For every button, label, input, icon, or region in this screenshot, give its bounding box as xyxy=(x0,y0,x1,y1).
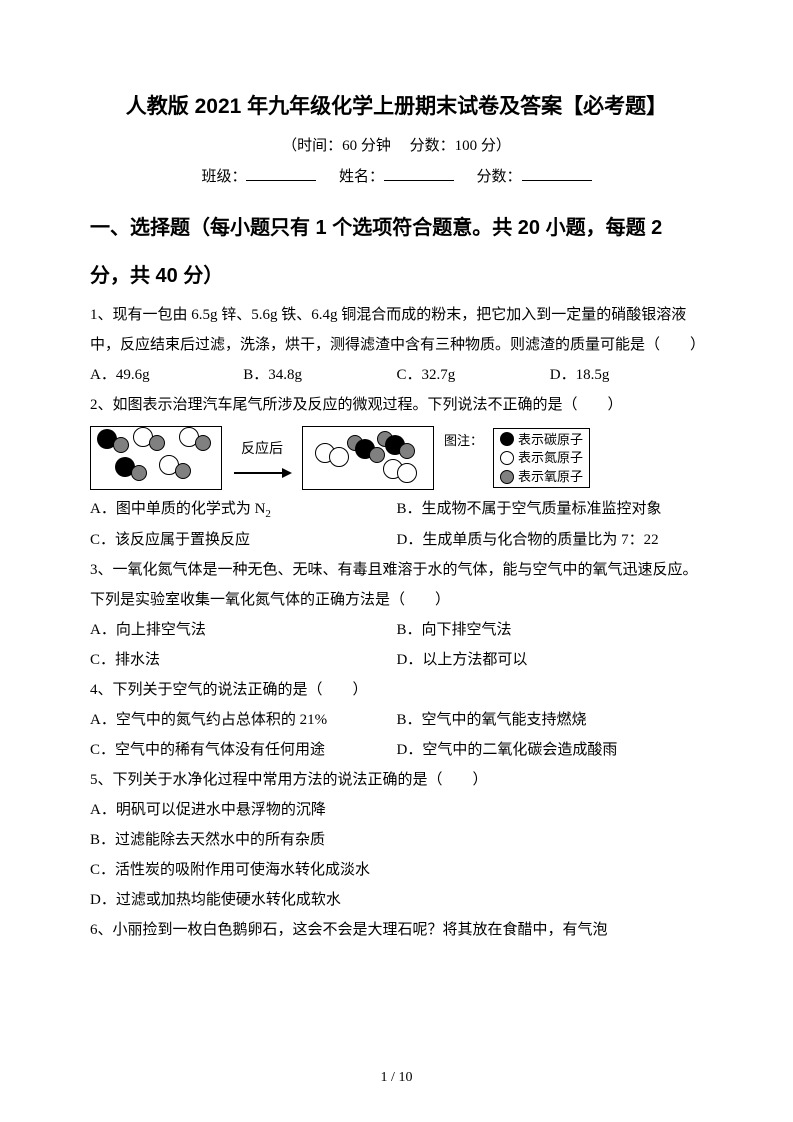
q3-b: B．向下排空气法 xyxy=(397,615,704,645)
q1-b: B．34.8g xyxy=(243,360,396,390)
q6-stem: 6、小丽捡到一枚白色鹅卵石，这会不会是大理石呢？将其放在食醋中，有气泡 xyxy=(90,915,703,945)
q1-d: D．18.5g xyxy=(550,360,703,390)
q5-a: A．明矾可以促进水中悬浮物的沉降 xyxy=(90,795,703,825)
page-total: 10 xyxy=(398,1070,412,1085)
oxygen-atom-icon xyxy=(369,447,385,463)
q3-options-row2: C．排水法 D．以上方法都可以 xyxy=(90,645,703,675)
name-line: 班级： 姓名： 分数： xyxy=(90,165,703,186)
name-label: 姓名： xyxy=(339,169,384,185)
page: 人教版 2021 年九年级化学上册期末试卷及答案【必考题】 （时间：60 分钟 … xyxy=(0,0,793,1122)
q2-stem: 2、如图表示治理汽车尾气所涉及反应的微观过程。下列说法不正确的是（ ） xyxy=(90,390,703,420)
nitrogen-atom-icon xyxy=(397,463,417,483)
oxygen-atom-icon xyxy=(399,443,415,459)
q2-b: B．生成物不属于空气质量标准监控对象 xyxy=(397,494,704,525)
q5-stem: 5、下列关于水净化过程中常用方法的说法正确的是（ ） xyxy=(90,765,703,795)
products-box xyxy=(302,426,434,490)
arrow: 反应后 xyxy=(232,436,292,480)
oxygen-atom-icon xyxy=(195,435,211,451)
q1-stem: 1、现有一包由 6.5g 锌、5.6g 铁、6.4g 铜混合而成的粉末，把它加入… xyxy=(90,300,703,360)
q4-a: A．空气中的氮气约占总体积的 21% xyxy=(90,705,397,735)
oxygen-atom-icon xyxy=(131,465,147,481)
score-label2: 分数： xyxy=(477,169,522,185)
q2-a: A．图中单质的化学式为 N2 xyxy=(90,494,397,525)
q4-c: C．空气中的稀有气体没有任何用途 xyxy=(90,735,397,765)
reaction-diagram: 反应后 图注： 表示碳原子 表示氮原子 表示氧原子 xyxy=(90,426,703,490)
legend-nitrogen: 表示氮原子 xyxy=(500,449,583,467)
nitrogen-atom-icon xyxy=(500,451,514,465)
carbon-atom-icon xyxy=(500,432,514,446)
doc-title: 人教版 2021 年九年级化学上册期末试卷及答案【必考题】 xyxy=(90,90,703,120)
q1-c: C．32.7g xyxy=(397,360,550,390)
legend-label: 图注： xyxy=(444,428,483,454)
name-blank xyxy=(384,166,454,181)
q2-a-text: A．图中单质的化学式为 N xyxy=(90,501,265,517)
q4-d: D．空气中的二氧化碳会造成酸雨 xyxy=(397,735,704,765)
q4-options-row2: C．空气中的稀有气体没有任何用途 D．空气中的二氧化碳会造成酸雨 xyxy=(90,735,703,765)
class-blank xyxy=(246,166,316,181)
q2-options-row2: C．该反应属于置换反应 D．生成单质与化合物的质量比为 7：22 xyxy=(90,525,703,555)
legend-nitrogen-text: 表示氮原子 xyxy=(518,449,583,467)
meta-line: （时间：60 分钟 分数：100 分） xyxy=(90,134,703,155)
nitrogen-atom-icon xyxy=(329,447,349,467)
q1-a: A．49.6g xyxy=(90,360,243,390)
legend-oxygen-text: 表示氧原子 xyxy=(518,468,583,486)
q3-c: C．排水法 xyxy=(90,645,397,675)
q4-options-row1: A．空气中的氮气约占总体积的 21% B．空气中的氧气能支持燃烧 xyxy=(90,705,703,735)
reactants-box xyxy=(90,426,222,490)
score-blank xyxy=(522,166,592,181)
q2-c: C．该反应属于置换反应 xyxy=(90,525,397,555)
q5-c: C．活性炭的吸附作用可使海水转化成淡水 xyxy=(90,855,703,885)
arrow-label: 反应后 xyxy=(241,436,283,464)
q3-stem: 3、一氧化氮气体是一种无色、无味、有毒且难溶于水的气体，能与空气中的氧气迅速反应… xyxy=(90,555,703,615)
q5-d: D．过滤或加热均能使硬水转化成软水 xyxy=(90,885,703,915)
q2-a-sub: 2 xyxy=(265,508,271,520)
q1-options: A．49.6g B．34.8g C．32.7g D．18.5g xyxy=(90,360,703,390)
page-sep: / xyxy=(388,1070,399,1085)
oxygen-atom-icon xyxy=(175,463,191,479)
oxygen-atom-icon xyxy=(149,435,165,451)
section-1-heading: 一、选择题（每小题只有 1 个选项符合题意。共 20 小题，每题 2 分，共 4… xyxy=(90,204,703,300)
q3-options-row1: A．向上排空气法 B．向下排空气法 xyxy=(90,615,703,645)
legend-carbon-text: 表示碳原子 xyxy=(518,431,583,449)
class-label: 班级： xyxy=(201,169,246,185)
oxygen-atom-icon xyxy=(113,437,129,453)
body: 1、现有一包由 6.5g 锌、5.6g 铁、6.4g 铜混合而成的粉末，把它加入… xyxy=(90,300,703,945)
score-label: 分数：100 分） xyxy=(410,138,511,154)
q3-d: D．以上方法都可以 xyxy=(397,645,704,675)
time-label: （时间：60 分钟 xyxy=(282,138,391,154)
arrow-icon xyxy=(232,466,292,480)
q4-b: B．空气中的氧气能支持燃烧 xyxy=(397,705,704,735)
legend-carbon: 表示碳原子 xyxy=(500,431,583,449)
page-footer: 1 / 10 xyxy=(0,1070,793,1086)
q3-a: A．向上排空气法 xyxy=(90,615,397,645)
q2-options-row1: A．图中单质的化学式为 N2 B．生成物不属于空气质量标准监控对象 xyxy=(90,494,703,525)
legend-box: 表示碳原子 表示氮原子 表示氧原子 xyxy=(493,428,590,489)
q5-b: B．过滤能除去天然水中的所有杂质 xyxy=(90,825,703,855)
legend-oxygen: 表示氧原子 xyxy=(500,468,583,486)
q2-d: D．生成单质与化合物的质量比为 7：22 xyxy=(397,525,704,555)
oxygen-atom-icon xyxy=(500,470,514,484)
q4-stem: 4、下列关于空气的说法正确的是（ ） xyxy=(90,675,703,705)
page-current: 1 xyxy=(381,1070,388,1085)
